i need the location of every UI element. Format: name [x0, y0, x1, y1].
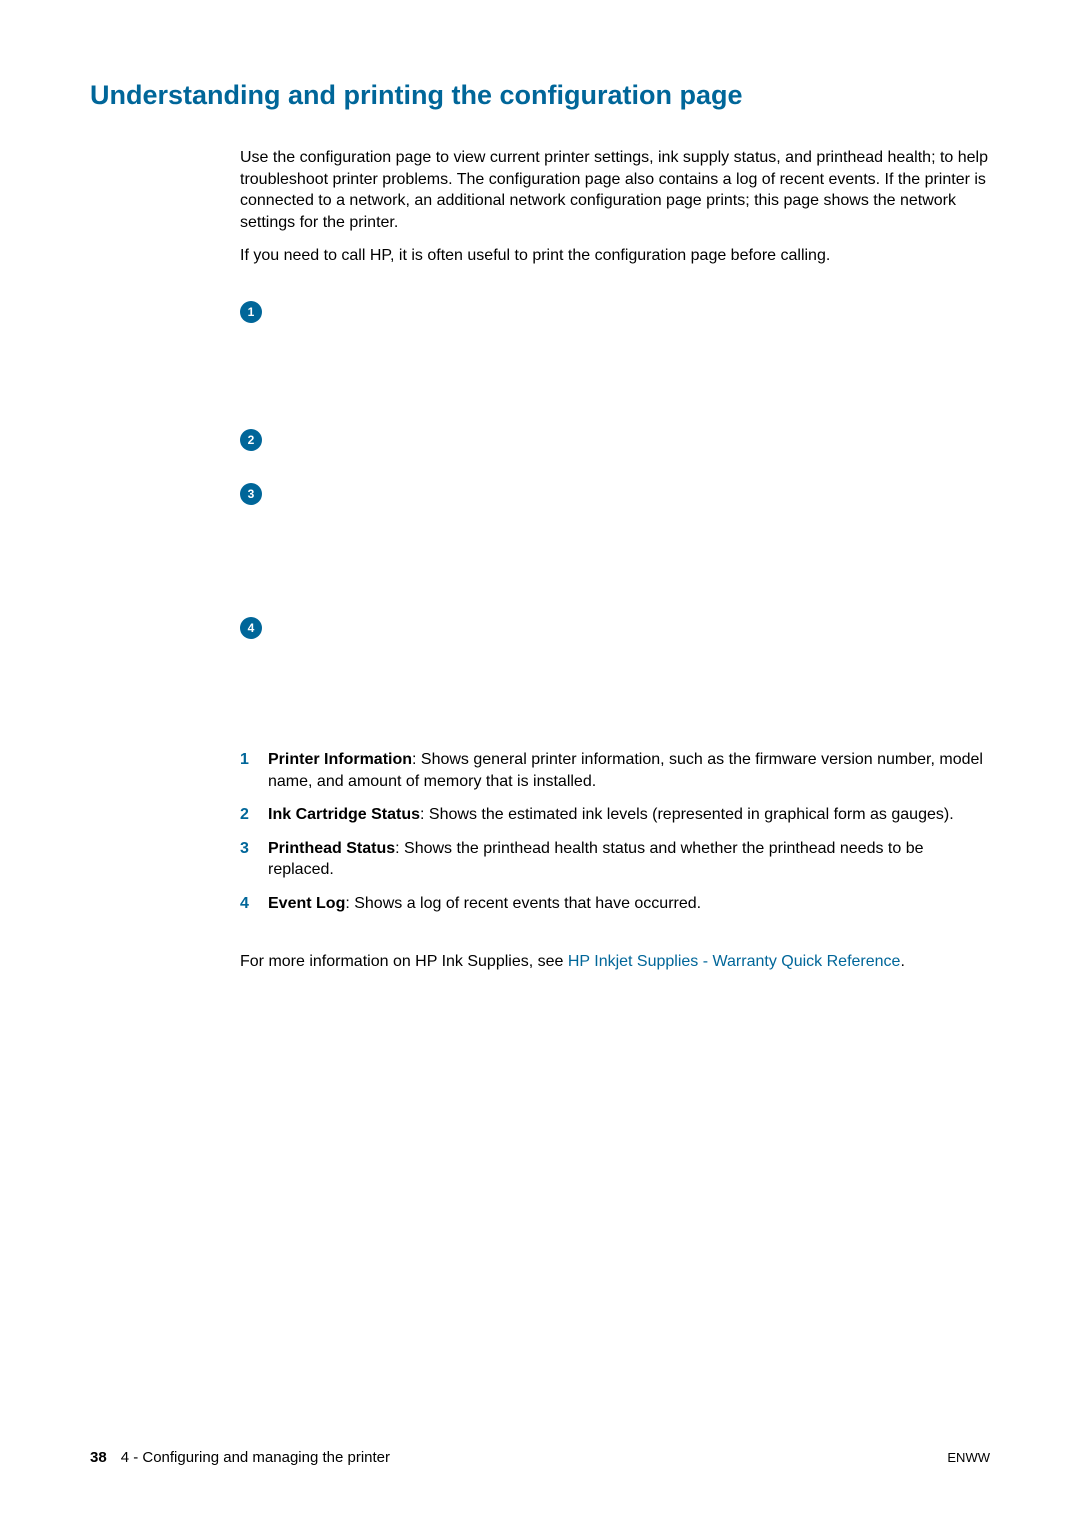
more-info-prefix: For more information on HP Ink Supplies,…: [240, 953, 568, 970]
more-info-suffix: .: [900, 953, 904, 970]
list-desc: : Shows the estimated ink levels (repres…: [420, 806, 954, 823]
intro-paragraph-1: Use the configuration page to view curre…: [240, 147, 990, 233]
page-footer: 38 4 - Configuring and managing the prin…: [90, 1449, 990, 1466]
callout-1: 1: [240, 299, 990, 323]
warranty-link[interactable]: HP Inkjet Supplies - Warranty Quick Refe…: [568, 953, 901, 970]
list-item: 4 Event Log: Shows a log of recent event…: [240, 893, 990, 915]
list-index: 1: [240, 749, 268, 792]
callout-spacer: [240, 505, 990, 615]
list-desc: : Shows a log of recent events that have…: [345, 895, 701, 912]
callout-spacer: [240, 639, 990, 707]
list-index: 4: [240, 893, 268, 915]
page-number: 38: [90, 1449, 107, 1466]
footer-section: 4 - Configuring and managing the printer: [121, 1449, 390, 1466]
callout-badge-3: 3: [240, 483, 262, 505]
page-heading: Understanding and printing the configura…: [90, 80, 990, 111]
list-body: Event Log: Shows a log of recent events …: [268, 893, 990, 915]
list-body: Ink Cartridge Status: Shows the estimate…: [268, 804, 990, 826]
callout-spacer: [240, 323, 990, 427]
list-index: 3: [240, 838, 268, 881]
footer-right: ENWW: [947, 1450, 990, 1465]
callout-spacer: [240, 451, 990, 481]
list-body: Printer Information: Shows general print…: [268, 749, 990, 792]
list-index: 2: [240, 804, 268, 826]
diagram-callouts: 1 2 3 4: [240, 299, 990, 707]
list-item: 2 Ink Cartridge Status: Shows the estima…: [240, 804, 990, 826]
footer-left: 38 4 - Configuring and managing the prin…: [90, 1449, 390, 1466]
list-title: Event Log: [268, 895, 345, 912]
list-body: Printhead Status: Shows the printhead he…: [268, 838, 990, 881]
list-title: Ink Cartridge Status: [268, 806, 420, 823]
callout-badge-1: 1: [240, 301, 262, 323]
list-item: 1 Printer Information: Shows general pri…: [240, 749, 990, 792]
callout-3: 3: [240, 481, 990, 505]
callout-4: 4: [240, 615, 990, 639]
list-title: Printhead Status: [268, 840, 395, 857]
list-title: Printer Information: [268, 751, 412, 768]
intro-paragraph-2: If you need to call HP, it is often usef…: [240, 245, 990, 267]
callout-2: 2: [240, 427, 990, 451]
callout-badge-2: 2: [240, 429, 262, 451]
page-container: Understanding and printing the configura…: [0, 0, 1080, 972]
content-block: Use the configuration page to view curre…: [240, 147, 990, 972]
list-item: 3 Printhead Status: Shows the printhead …: [240, 838, 990, 881]
more-info: For more information on HP Ink Supplies,…: [240, 951, 990, 973]
callout-badge-4: 4: [240, 617, 262, 639]
numbered-list: 1 Printer Information: Shows general pri…: [240, 749, 990, 915]
